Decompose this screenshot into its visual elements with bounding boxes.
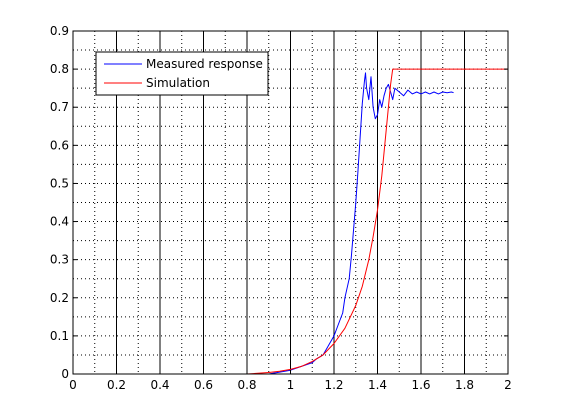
y-tick-label: 0.5 bbox=[50, 176, 69, 190]
y-tick-label: 0.8 bbox=[50, 62, 69, 76]
ticks: 0 0.2 0.4 0.6 0.8 1 1.2 1.4 1.6 1.8 2 0 0.1 0.2 0.3 0.4… bbox=[50, 24, 512, 392]
x-tick-label: 0.2 bbox=[107, 378, 126, 392]
y-tick-label: 0.1 bbox=[50, 329, 69, 343]
x-tick-label: 1.6 bbox=[411, 378, 430, 392]
y-tick-label: 0.9 bbox=[50, 24, 69, 38]
series-line-measured-response bbox=[73, 72, 454, 375]
y-tick-label: 0.6 bbox=[50, 138, 69, 152]
x-tick-label: 1.8 bbox=[455, 378, 474, 392]
x-tick-label: 0.4 bbox=[150, 378, 169, 392]
x-tick-label: 1.4 bbox=[368, 378, 387, 392]
y-tick-label: 0.4 bbox=[50, 215, 69, 229]
x-tick-label: 0.6 bbox=[194, 378, 213, 392]
y-tick-label: 0.7 bbox=[50, 100, 69, 114]
legend-label: Measured response bbox=[146, 57, 263, 71]
series-line-simulation bbox=[73, 68, 508, 375]
x-tick-label: 1.2 bbox=[324, 378, 343, 392]
legend-label: Simulation bbox=[146, 76, 210, 90]
x-tick-label: 0.8 bbox=[237, 378, 256, 392]
x-tick-label: 2 bbox=[504, 378, 512, 392]
legend-box bbox=[95, 51, 269, 96]
series-layer bbox=[73, 68, 508, 375]
y-tick-label: 0 bbox=[61, 367, 69, 381]
x-tick-label: 0 bbox=[69, 378, 77, 392]
y-tick-label: 0.3 bbox=[50, 253, 69, 267]
y-tick-label: 0.2 bbox=[50, 291, 69, 305]
x-tick-label: 1 bbox=[287, 378, 295, 392]
legend: Measured response Simulation bbox=[95, 51, 269, 96]
